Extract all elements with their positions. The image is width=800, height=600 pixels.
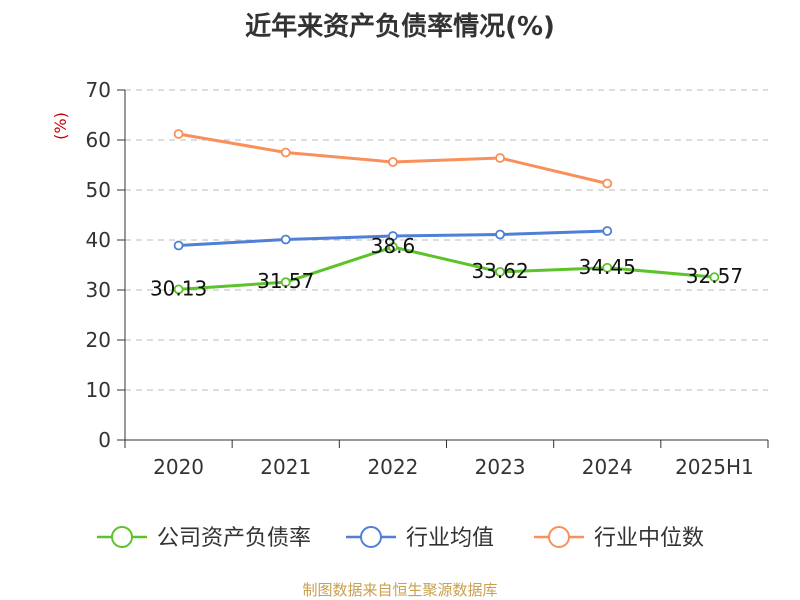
legend-swatch-marker [111, 526, 133, 548]
data-label: 33.62 [471, 259, 528, 283]
series [173, 129, 720, 295]
data-label: 31.57 [257, 269, 314, 293]
data-point [388, 231, 398, 241]
data-point [602, 178, 613, 189]
y-tick-label: 40 [86, 228, 111, 252]
legend-swatch-marker [548, 526, 570, 548]
data-point [173, 284, 184, 295]
data-point [280, 234, 291, 245]
data-label: 38.6 [371, 234, 416, 258]
legend-label: 行业均值 [406, 526, 494, 551]
source-note: 制图数据来自恒生聚源数据库 [302, 581, 498, 599]
data-point [388, 242, 398, 252]
data-point [709, 272, 720, 283]
legend-label: 公司资产负债率 [157, 526, 311, 551]
x-tick-label: 2022 [367, 455, 418, 479]
data-label: 34.45 [579, 255, 636, 279]
y-tick-label: 20 [86, 328, 111, 352]
data-point [602, 226, 613, 236]
x-tick-label: 2023 [475, 455, 526, 479]
legend-item-0[interactable]: 公司资产负债率 [97, 526, 311, 551]
y-axis-label: (%) [51, 112, 70, 140]
data-label: 32.57 [686, 264, 743, 288]
legend-item-1[interactable]: 行业均值 [346, 526, 494, 551]
y-tick-label: 30 [86, 278, 111, 302]
series-line-0 [178, 245, 715, 291]
y-tick-label: 50 [86, 178, 111, 202]
data-point [602, 262, 613, 273]
data-point [495, 266, 505, 277]
data-point [495, 229, 505, 240]
data-point [280, 147, 291, 158]
legend-label: 行业中位数 [594, 526, 704, 551]
x-tick-label: 2020 [153, 455, 204, 479]
data-point [173, 129, 184, 139]
y-tick-label: 70 [86, 78, 111, 102]
y-tick-label: 0 [98, 428, 111, 452]
data-labels: 30.13 31.57 38.6 33.62 34.45 32.57 [150, 234, 743, 300]
y-tick-label: 60 [86, 128, 111, 152]
data-label: 30.13 [150, 276, 207, 300]
y-tick-label: 10 [86, 378, 111, 402]
grid-lines [125, 89, 768, 391]
data-point [495, 153, 505, 163]
legend-item-2[interactable]: 行业中位数 [534, 526, 704, 551]
x-tick-label: 2021 [260, 455, 311, 479]
data-point [388, 157, 398, 167]
x-tick-label: 2025H1 [675, 455, 754, 479]
x-tick-label: 2024 [582, 455, 633, 479]
chart-title: 近年来资产负债率情况(%) [245, 12, 555, 42]
legend-swatch-marker [360, 526, 382, 548]
legend: 公司资产负债率 行业均值 行业中位数 [97, 526, 704, 551]
data-point [173, 240, 184, 251]
data-point [280, 277, 291, 288]
axes: 0 10 20 30 40 50 60 70 2020 2021 2022 2023 2024 2025H… [86, 78, 769, 479]
